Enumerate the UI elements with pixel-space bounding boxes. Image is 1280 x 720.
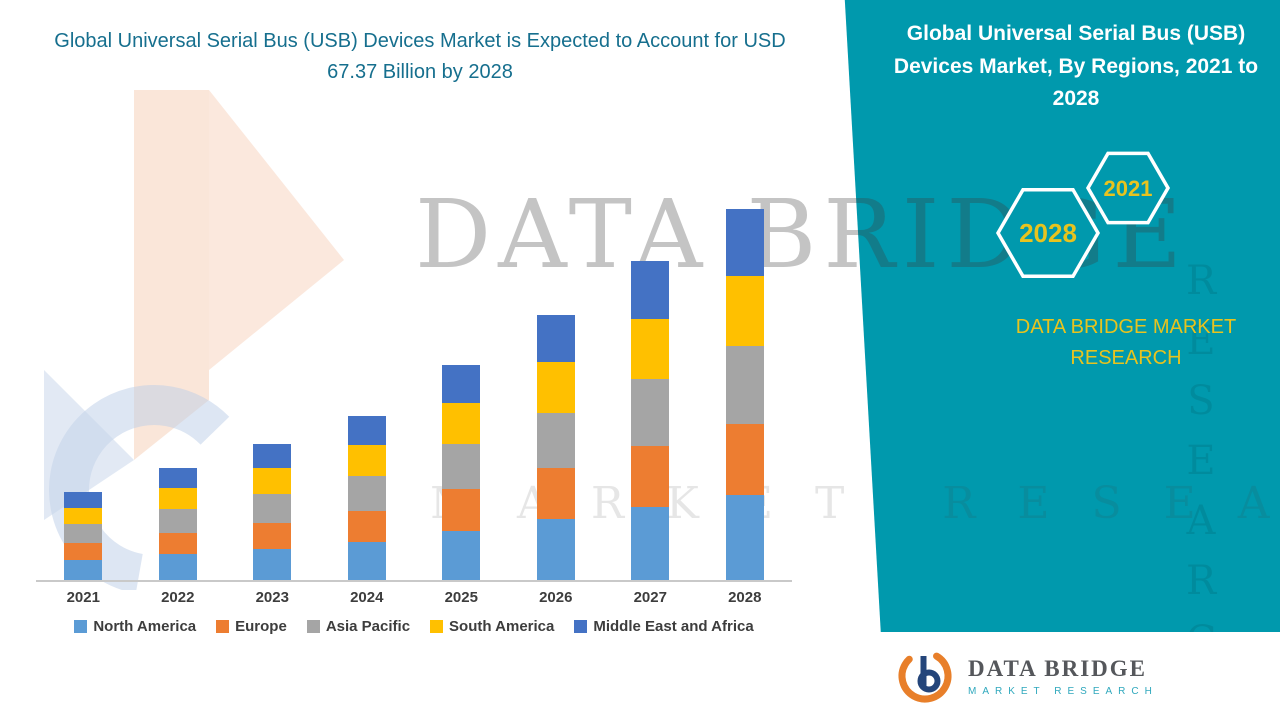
bar-stack-2022: [158, 467, 197, 580]
legend-label-europe: Europe: [235, 618, 287, 635]
segment-south-america-2024: [347, 444, 386, 477]
legend-item-middle-east-and-africa: Middle East and Africa: [574, 618, 754, 635]
segment-north-america-2027: [631, 506, 670, 580]
segment-europe-2024: [347, 510, 386, 542]
bar-stack-2027: [631, 260, 670, 580]
segment-south-america-2025: [442, 403, 481, 445]
x-label-2024: 2024: [350, 589, 384, 606]
x-label-2021: 2021: [66, 589, 100, 606]
segment-north-america-2021: [64, 559, 103, 580]
hexagon-2028-label: 2028: [1019, 218, 1077, 248]
segment-asia-pacific-2028: [725, 346, 764, 425]
segment-south-america-2022: [158, 487, 197, 510]
x-label-2028: 2028: [728, 589, 762, 606]
year-hexagon-badges: 2028 2021: [995, 151, 1171, 279]
segment-south-america-2028: [725, 275, 764, 347]
chart-legend: North America Europe Asia Pacific South Ame…: [36, 618, 792, 635]
segment-middle-east-and-africa-2021: [64, 492, 103, 508]
legend-label-middle-east-and-africa: Middle East and Africa: [593, 618, 754, 635]
segment-north-america-2022: [158, 554, 197, 580]
segment-europe-2022: [158, 532, 197, 555]
x-label-2022: 2022: [161, 589, 195, 606]
bar-stack-2024: [347, 415, 386, 580]
chart-title: Global Universal Serial Bus (USB) Device…: [54, 30, 786, 83]
legend-swatch-north-america: [74, 620, 88, 633]
segment-asia-pacific-2022: [158, 509, 197, 533]
bar-column-2021: [36, 195, 131, 580]
segment-north-america-2025: [442, 530, 481, 580]
segment-middle-east-and-africa-2022: [158, 467, 197, 488]
segment-south-america-2027: [631, 318, 670, 380]
plot-area: [36, 195, 792, 582]
segment-middle-east-and-africa-2025: [442, 364, 481, 404]
segment-asia-pacific-2027: [631, 379, 670, 447]
bar-stack-2026: [536, 314, 575, 580]
segment-asia-pacific-2024: [347, 476, 386, 511]
segment-middle-east-and-africa-2024: [347, 415, 386, 445]
segment-asia-pacific-2021: [64, 524, 103, 544]
hexagon-2028: [995, 187, 1101, 279]
footer-logo-text: DATA BRIDGE MARKET RESEARCH: [968, 656, 1158, 697]
legend-item-north-america: North America: [74, 618, 196, 635]
side-panel-title: Global Universal Serial Bus (USB) Device…: [893, 22, 1259, 111]
bar-column-2027: [603, 195, 698, 580]
bar-column-2028: [698, 195, 793, 580]
bar-stack-2021: [64, 492, 103, 580]
bar-stack-2025: [442, 364, 481, 580]
segment-middle-east-and-africa-2026: [536, 314, 575, 363]
x-label-2026: 2026: [539, 589, 573, 606]
x-axis-labels: 2021 2022 2023 2024 2025 2026 2027 2028: [36, 589, 792, 606]
legend-swatch-asia-pacific: [306, 620, 320, 633]
segment-europe-2026: [536, 468, 575, 519]
x-label-2027: 2027: [633, 589, 667, 606]
segment-middle-east-and-africa-2027: [631, 260, 670, 319]
segment-north-america-2024: [347, 542, 386, 580]
segment-middle-east-and-africa-2023: [253, 444, 292, 469]
segment-south-america-2026: [536, 362, 575, 413]
segment-asia-pacific-2026: [536, 412, 575, 469]
brand-text: DATA BRIDGE MARKET RESEARCH: [1015, 316, 1237, 369]
segment-europe-2027: [631, 446, 670, 507]
legend-item-asia-pacific: Asia Pacific: [306, 618, 411, 635]
segment-europe-2023: [253, 522, 292, 549]
bar-column-2026: [509, 195, 604, 580]
footer-logo-subtitle: MARKET RESEARCH: [968, 685, 1158, 697]
bar-column-2025: [414, 195, 509, 580]
bar-column-2024: [320, 195, 415, 580]
bar-stack-2023: [253, 444, 292, 580]
legend-label-south-america: South America: [449, 618, 555, 635]
footer-logo: DATA BRIDGE MARKET RESEARCH: [878, 632, 1280, 720]
segment-asia-pacific-2025: [442, 444, 481, 490]
x-label-2023: 2023: [255, 589, 289, 606]
segment-north-america-2023: [253, 548, 292, 580]
segment-europe-2025: [442, 489, 481, 531]
legend-label-north-america: North America: [93, 618, 197, 635]
legend-swatch-middle-east-and-africa: [574, 620, 588, 633]
legend-swatch-europe: [216, 620, 230, 633]
segment-asia-pacific-2023: [253, 494, 292, 523]
legend-label-asia-pacific: Asia Pacific: [325, 618, 411, 635]
legend-item-south-america: South America: [430, 618, 554, 635]
legend-swatch-south-america: [430, 620, 444, 633]
segment-north-america-2028: [725, 494, 764, 580]
x-label-2025: 2025: [444, 589, 478, 606]
bar-column-2023: [225, 195, 320, 580]
segment-middle-east-and-africa-2028: [725, 209, 764, 276]
segment-south-america-2023: [253, 468, 292, 495]
bar-stack-2028: [725, 209, 764, 580]
segment-europe-2021: [64, 543, 103, 560]
legend-item-europe: Europe: [216, 618, 287, 635]
segment-south-america-2021: [64, 507, 103, 525]
stacked-bar-chart: 2021 2022 2023 2024 2025 2026 2027 2028 North A…: [36, 195, 792, 635]
data-bridge-logo-icon: [898, 649, 952, 703]
segment-europe-2028: [725, 424, 764, 495]
segment-north-america-2026: [536, 519, 575, 580]
footer-logo-title: DATA BRIDGE: [968, 655, 1147, 681]
bar-column-2022: [131, 195, 226, 580]
hexagon-2021-label: 2021: [1104, 176, 1153, 201]
hexagon-2021: [1085, 151, 1171, 225]
